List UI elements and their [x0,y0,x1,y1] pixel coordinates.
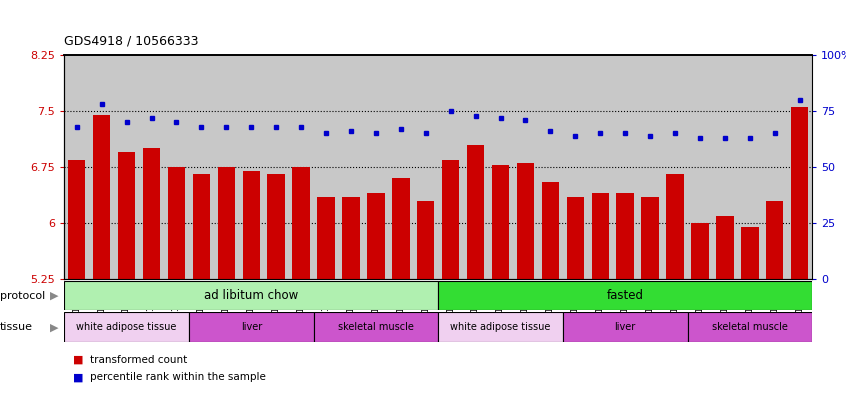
Text: percentile rank within the sample: percentile rank within the sample [90,372,266,382]
Bar [417,201,435,279]
Bar [217,167,235,279]
Bar [766,201,783,279]
Text: tissue: tissue [0,322,33,332]
Bar [193,174,210,279]
Text: white adipose tissue: white adipose tissue [450,322,551,332]
Text: skeletal muscle: skeletal muscle [711,322,788,332]
Bar [93,115,111,279]
Text: fasted: fasted [607,289,644,302]
Text: liver: liver [240,322,262,332]
Bar [517,163,534,279]
Bar [64,312,189,342]
Text: transformed count: transformed count [90,354,187,365]
Bar [791,107,809,279]
Bar [591,193,609,279]
Text: ▶: ▶ [50,291,58,301]
Bar [717,216,733,279]
Bar [267,174,285,279]
Bar [467,145,485,279]
Bar [541,182,559,279]
Text: ■: ■ [73,372,83,382]
Bar [567,197,584,279]
Bar [438,281,812,310]
Bar [68,160,85,279]
Bar [741,227,759,279]
Text: white adipose tissue: white adipose tissue [76,322,177,332]
Bar [691,223,709,279]
Bar [168,167,185,279]
Text: ▶: ▶ [50,322,58,332]
Text: protocol: protocol [0,291,45,301]
Bar [343,197,360,279]
Bar [392,178,409,279]
Bar [143,149,160,279]
Bar [492,165,509,279]
Bar [688,312,812,342]
Bar [438,312,563,342]
Bar [314,312,438,342]
Text: liver: liver [614,322,636,332]
Bar [442,160,459,279]
Bar [667,174,684,279]
Bar [293,167,310,279]
Bar [243,171,260,279]
Bar [64,281,438,310]
Bar [118,152,135,279]
Bar [563,312,688,342]
Bar [641,197,659,279]
Bar [317,197,335,279]
Text: GDS4918 / 10566333: GDS4918 / 10566333 [64,34,199,47]
Text: ad libitum chow: ad libitum chow [204,289,299,302]
Bar [189,312,314,342]
Bar [617,193,634,279]
Text: ■: ■ [73,354,83,365]
Bar [367,193,385,279]
Text: skeletal muscle: skeletal muscle [338,322,414,332]
